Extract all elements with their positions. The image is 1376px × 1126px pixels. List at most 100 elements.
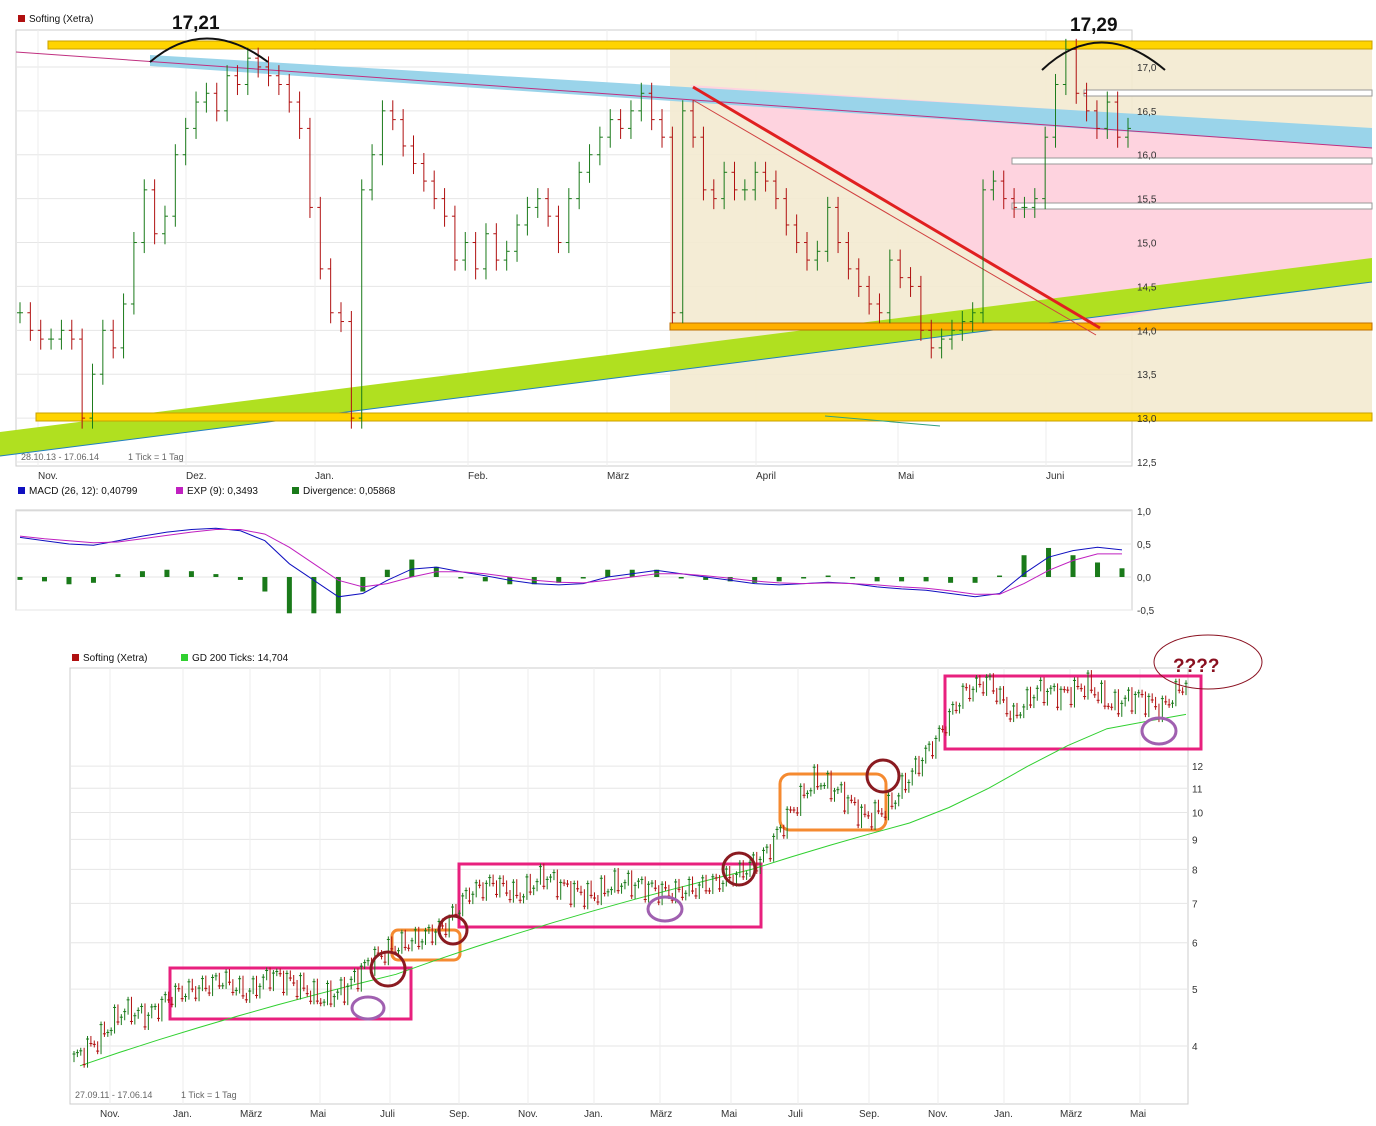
- longterm-price-bar: [528, 873, 532, 896]
- divergence-bar: [458, 577, 464, 579]
- divergence-bar: [776, 577, 782, 582]
- peak-label-left: 17,21: [172, 13, 220, 34]
- divergence-bar: [874, 577, 880, 582]
- bottom-support-bar: [35, 412, 1373, 422]
- divergence-bar: [335, 577, 341, 614]
- x-tick-label: Nov.: [38, 471, 58, 482]
- macd-y-ticks: 1,0 0,5 0,0 -0,5: [1137, 507, 1155, 617]
- range-box-3: [943, 674, 1203, 751]
- longterm-price-bar: [660, 881, 664, 906]
- longterm-price-bar: [1147, 693, 1151, 718]
- longterm-price-bar: [1089, 670, 1093, 694]
- longterm-price-bar: [545, 876, 549, 890]
- price-bar: [369, 144, 376, 201]
- divergence-bar: [752, 577, 758, 583]
- longterm-price-bar: [819, 782, 823, 790]
- price-bar: [130, 231, 137, 315]
- longterm-price-bar: [630, 870, 634, 899]
- price-bar: [420, 152, 427, 192]
- longterm-price-bar: [373, 946, 377, 976]
- longterm-price-bar: [268, 967, 272, 992]
- longterm-price-bar: [72, 1050, 76, 1063]
- longterm-price-bar: [937, 725, 941, 742]
- longterm-price-bar: [623, 879, 627, 890]
- longterm-price-bar: [829, 770, 833, 802]
- longterm-price-bar: [684, 890, 688, 901]
- longterm-price-bar: [846, 794, 850, 815]
- longterm-price-bar: [650, 880, 654, 888]
- longterm-y-tick-label: 9: [1192, 835, 1198, 846]
- longterm-price-bar: [1096, 691, 1100, 704]
- longterm-price-bar: [958, 702, 962, 714]
- legend-longterm-price: Softing (Xetra): [83, 653, 147, 664]
- price-bar: [534, 188, 541, 218]
- price-bar: [441, 188, 448, 227]
- price-bar: [193, 91, 200, 139]
- price-bar: [27, 302, 34, 341]
- longterm-price-bar: [795, 807, 799, 816]
- price-bar: [503, 240, 510, 271]
- divergence-bar: [923, 577, 929, 582]
- price-bar: [389, 100, 396, 131]
- longterm-price-bar: [718, 874, 722, 892]
- y-tick-label: 16,5: [1137, 107, 1157, 118]
- price-bar: [679, 100, 686, 324]
- longterm-price-bar: [535, 878, 539, 892]
- longterm-price-bar: [1056, 683, 1060, 711]
- longterm-price-bar: [853, 797, 857, 806]
- divergence-bar: [850, 577, 856, 579]
- price-bar: [17, 302, 23, 324]
- price-bar: [1114, 91, 1121, 148]
- longterm-price-bar: [322, 999, 326, 1007]
- longterm-price-bar: [620, 883, 624, 894]
- downtrend-line-thin: [692, 99, 1097, 336]
- longterm-y-tick-label: 6: [1192, 939, 1198, 950]
- longterm-price-bar: [339, 976, 343, 996]
- longterm-x-tick-label: Nov.: [100, 1109, 120, 1120]
- longterm-price-bar: [822, 782, 826, 789]
- longterm-price-bar: [947, 708, 951, 736]
- longterm-price-bar: [329, 980, 333, 1008]
- longterm-price-bar: [1130, 687, 1134, 715]
- divergence-bar: [286, 577, 292, 614]
- longterm-price-bar: [701, 874, 705, 889]
- divergence-bar: [678, 577, 684, 579]
- longterm-price-bar: [981, 681, 985, 696]
- longterm-price-bar: [954, 701, 958, 714]
- longterm-price-bar: [772, 833, 776, 862]
- legend-swatch-divergence: [292, 487, 299, 494]
- longterm-price-bar: [491, 874, 495, 887]
- longterm-price-bar: [1086, 670, 1090, 700]
- longterm-price-bar: [180, 985, 184, 1002]
- divergence-bar: [972, 577, 978, 583]
- price-bar: [400, 109, 407, 157]
- price-bar: [1021, 196, 1028, 218]
- longterm-x-tick-label: Nov.: [518, 1109, 538, 1120]
- breakout-circle-1: [369, 950, 407, 988]
- longterm-price-bar: [1008, 710, 1012, 723]
- longterm-price-bar: [356, 968, 360, 992]
- legend-swatch-gd200: [181, 654, 188, 661]
- longterm-price-bar: [704, 874, 708, 894]
- macd-y-tick-label: -0,5: [1137, 606, 1155, 617]
- longterm-price-bar: [1106, 703, 1110, 710]
- divergence-bar: [801, 577, 807, 579]
- longterm-price-bar: [494, 880, 498, 898]
- longterm-price-bar: [302, 972, 306, 992]
- price-bar: [659, 109, 666, 148]
- longterm-price-bar: [927, 741, 931, 752]
- longterm-price-bar: [748, 859, 752, 877]
- legend-swatch-longterm-price: [72, 654, 79, 661]
- longterm-price-bar: [995, 687, 999, 705]
- resistance-line: [15, 51, 1373, 149]
- price-bar: [917, 275, 924, 341]
- longterm-price-bar: [1039, 677, 1043, 692]
- price-bar: [37, 319, 44, 350]
- longterm-price-bar: [538, 863, 542, 885]
- longterm-price-bar: [309, 990, 313, 1005]
- longterm-price-bar: [640, 876, 644, 885]
- longterm-price-bar: [194, 986, 198, 1002]
- longterm-price-bar: [217, 972, 221, 990]
- longterm-x-tick-label: März: [240, 1109, 262, 1120]
